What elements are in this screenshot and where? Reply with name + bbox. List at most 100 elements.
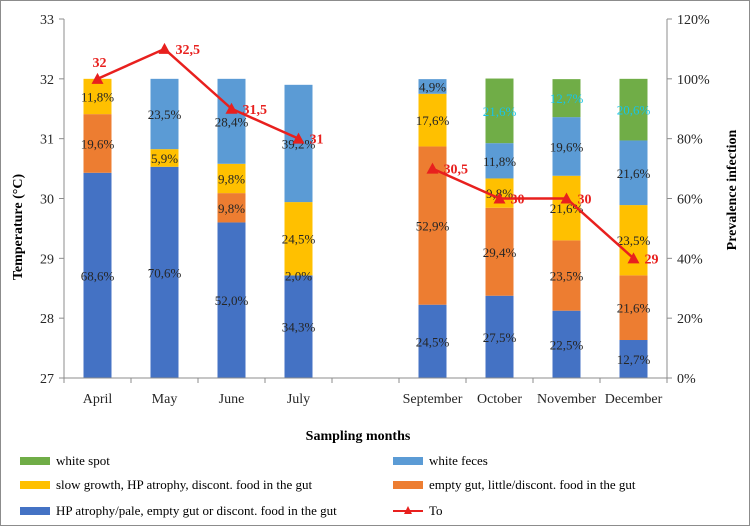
bar-october-series-1 bbox=[485, 207, 514, 296]
data-label-december-series-4: 20,6% bbox=[617, 103, 651, 118]
legend-label-white-spot: white spot bbox=[56, 453, 110, 468]
bar-may-series-0 bbox=[150, 166, 179, 378]
data-label-september-series-3: 4,9% bbox=[419, 79, 446, 94]
data-label-december-series-3: 21,6% bbox=[617, 166, 651, 181]
y-left-tick-label-32: 32 bbox=[40, 73, 54, 88]
legend-swatch-empty-gut bbox=[393, 481, 423, 489]
y-right-tick-label-80: 80% bbox=[677, 133, 703, 148]
bars-layer: 68,6% 19,6% 11,8% 70,6% 5,9% 23,5% 52,0% 9,8% 9,… bbox=[81, 78, 651, 378]
bar-may-series-2 bbox=[150, 149, 179, 167]
temperature-label-april: 32 bbox=[93, 56, 107, 71]
data-label-november-series-1: 23,5% bbox=[550, 269, 584, 284]
data-label-july-series-0: 34,3% bbox=[282, 320, 316, 335]
data-label-november-series-4: 12,7% bbox=[550, 91, 584, 106]
bar-april-series-2 bbox=[83, 78, 112, 115]
x-tick-label-may: May bbox=[152, 392, 178, 407]
bar-june-series-1 bbox=[217, 193, 246, 223]
data-label-october-series-0: 27,5% bbox=[483, 330, 517, 345]
temperature-marker-october bbox=[493, 192, 506, 204]
bar-october-series-4 bbox=[485, 78, 514, 144]
data-label-april-series-1: 19,6% bbox=[81, 136, 115, 151]
data-label-june-series-1: 9,8% bbox=[218, 201, 245, 216]
temperature-line-segment-1 bbox=[431, 167, 635, 260]
bar-may-series-3 bbox=[150, 78, 179, 150]
bar-december-series-1 bbox=[619, 275, 648, 341]
legend-label-hp-atrophy: HP atrophy/pale, empty gut or discont. f… bbox=[56, 503, 337, 518]
bar-november-series-4 bbox=[552, 79, 581, 118]
bar-november-series-1 bbox=[552, 240, 581, 311]
y-right-tick-label-120: 120% bbox=[677, 13, 710, 28]
y-right-tick-label-100: 100% bbox=[677, 73, 710, 88]
temperature-marker-july bbox=[292, 132, 305, 144]
temperature-marker-may bbox=[158, 42, 171, 54]
bar-april-series-0 bbox=[83, 172, 112, 378]
y-left-tick-label-27: 27 bbox=[40, 372, 54, 387]
temperature-marker-december bbox=[627, 252, 640, 264]
y-axis-left-title: Temperature (°C) bbox=[11, 174, 26, 281]
legend-label-empty-gut: empty gut, little/discont. food in the g… bbox=[429, 477, 636, 492]
data-label-september-series-2: 17,6% bbox=[416, 113, 450, 128]
bar-november-series-3 bbox=[552, 117, 581, 176]
legend-line-temperature bbox=[393, 506, 423, 516]
chart: 68,6% 19,6% 11,8% 70,6% 5,9% 23,5% 52,0% 9,8% 9,… bbox=[11, 13, 740, 444]
x-tick-label-december: December bbox=[605, 392, 663, 407]
legend-item-slow-growth: slow growth, HP atrophy, discont. food i… bbox=[20, 476, 312, 494]
data-label-extra-july: 2,0% bbox=[285, 268, 312, 283]
data-label-june-series-0: 52,0% bbox=[215, 293, 249, 308]
bar-december-series-3 bbox=[619, 140, 648, 206]
legend-item-white-spot: white spot bbox=[20, 452, 110, 470]
x-tick-label-november: November bbox=[537, 392, 596, 407]
y-left-tick-label-30: 30 bbox=[40, 193, 54, 208]
x-tick-label-september: September bbox=[403, 392, 463, 407]
y-axis-right-title: Prevalence infection bbox=[725, 129, 740, 250]
temperature-marker-november bbox=[560, 192, 573, 204]
temperature-line-segment-0 bbox=[96, 47, 300, 140]
data-label-october-series-4: 21,6% bbox=[483, 104, 517, 119]
data-label-september-series-0: 24,5% bbox=[416, 334, 450, 349]
legend-label-white-feces: white feces bbox=[429, 453, 488, 468]
bar-december-series-2 bbox=[619, 205, 648, 276]
data-label-june-series-3: 28,4% bbox=[215, 114, 249, 129]
temperature-label-october: 30 bbox=[511, 193, 525, 208]
data-label-september-series-1: 52,9% bbox=[416, 219, 450, 234]
x-tick-label-october: October bbox=[477, 392, 522, 407]
temperature-marker-june bbox=[225, 102, 238, 114]
legend-label-temperature: To bbox=[429, 503, 443, 518]
bar-july-series-0 bbox=[284, 275, 313, 378]
bar-september-series-0 bbox=[418, 304, 447, 378]
data-label-october-series-3: 11,8% bbox=[483, 154, 516, 169]
temperature-label-may: 32,5 bbox=[176, 43, 201, 58]
temperature-label-november: 30 bbox=[578, 193, 592, 208]
y-right-tick-label-60: 60% bbox=[677, 193, 703, 208]
data-label-april-series-0: 68,6% bbox=[81, 268, 115, 283]
x-tick-label-april: April bbox=[83, 392, 113, 407]
data-label-july-series-3: 39,2% bbox=[282, 136, 316, 151]
data-label-may-series-3: 23,5% bbox=[148, 107, 182, 122]
y-left-tick-label-29: 29 bbox=[40, 252, 54, 267]
bar-december-series-4 bbox=[619, 78, 648, 141]
axes-layer: 27 28 29 30 31 32 33 0% 20% 40% 60% 80% 100% 120% Apri… bbox=[40, 13, 710, 407]
temperature-label-december: 29 bbox=[645, 252, 659, 267]
data-label-december-series-1: 21,6% bbox=[617, 301, 651, 316]
x-tick-label-july: July bbox=[287, 392, 310, 407]
legend-item-white-feces: white feces bbox=[393, 452, 488, 470]
data-label-november-series-3: 19,6% bbox=[550, 139, 584, 154]
data-label-october-series-1: 29,4% bbox=[483, 245, 517, 260]
temperature-label-june: 31,5 bbox=[243, 103, 268, 118]
data-label-june-series-2: 9,8% bbox=[218, 171, 245, 186]
bar-june-series-2 bbox=[217, 163, 246, 194]
data-label-july-series-2: 24,5% bbox=[282, 232, 316, 247]
temperature-marker-september bbox=[426, 162, 439, 174]
bar-december-series-0 bbox=[619, 340, 648, 378]
temperature-label-september: 30,5 bbox=[444, 163, 469, 178]
data-label-may-series-0: 70,6% bbox=[148, 265, 182, 280]
bar-october-series-3 bbox=[485, 143, 514, 179]
bar-november-series-0 bbox=[552, 310, 581, 378]
temperature-label-july: 31 bbox=[310, 133, 324, 148]
y-right-tick-label-0: 0% bbox=[677, 372, 696, 387]
temperature-marker-april bbox=[91, 72, 104, 84]
legend-swatch-white-spot bbox=[20, 457, 50, 465]
temperature-line-layer: 32 32,5 31,5 31 30,5 30 30 29 bbox=[91, 42, 659, 267]
x-axis-title: Sampling months bbox=[306, 429, 411, 444]
bar-september-series-2 bbox=[418, 93, 447, 147]
